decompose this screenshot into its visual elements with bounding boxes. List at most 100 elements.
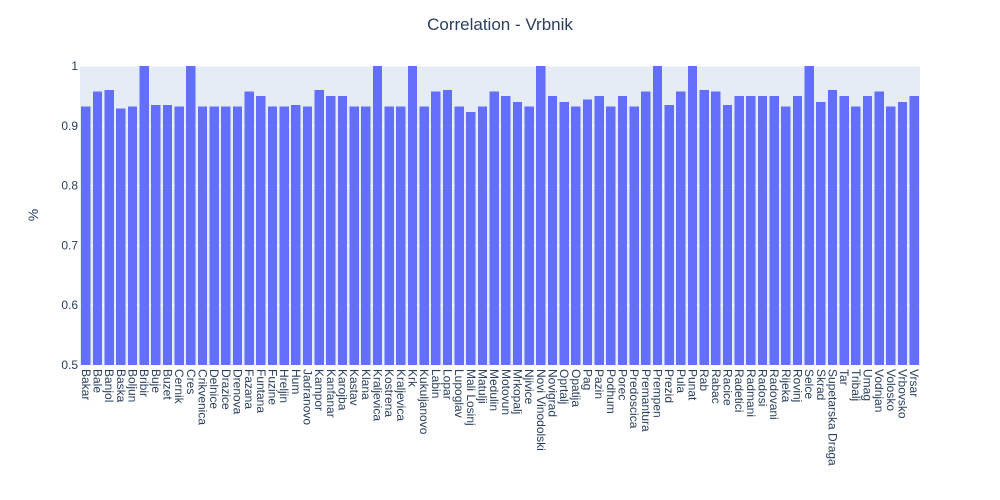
- x-tick-label: Prempen: [651, 369, 665, 418]
- bar: [116, 108, 126, 366]
- x-tick-label: Predoscica: [627, 369, 641, 429]
- bar: [874, 91, 884, 366]
- x-tick-label: Volosko: [884, 369, 898, 411]
- bar: [617, 95, 628, 366]
- x-tick-label: Rabac: [709, 369, 723, 404]
- bar: [127, 106, 138, 365]
- bar: [769, 95, 779, 366]
- bar: [361, 106, 371, 365]
- bar: [886, 106, 896, 365]
- x-tick-label: Selce: [802, 369, 816, 399]
- x-tick-label: Cres: [184, 369, 198, 394]
- x-tick-label: Tar: [837, 369, 851, 386]
- x-tick-label: Krk: [406, 369, 420, 388]
- bar: [279, 106, 289, 365]
- bar: [384, 106, 394, 365]
- x-tick-label: Delnice: [207, 369, 221, 409]
- bar: [407, 66, 418, 365]
- bar: [594, 95, 604, 366]
- bar: [512, 101, 523, 365]
- bar: [372, 66, 383, 365]
- x-tick-label: Kraljevica: [394, 369, 408, 421]
- gridlines: [80, 65, 920, 366]
- bar: [162, 104, 173, 366]
- x-tick-label: Kostrena: [382, 369, 396, 417]
- bar: [221, 106, 231, 365]
- bar: [687, 66, 698, 365]
- x-tick-label: Karojba: [336, 369, 350, 411]
- x-tick-label: Mrkopalj: [511, 369, 525, 414]
- x-tick-label: Kanfanar: [324, 369, 338, 418]
- x-tick-label: Fuzine: [266, 369, 280, 405]
- x-tick-label: Racice: [721, 369, 735, 406]
- bar: [711, 91, 721, 366]
- x-tick-label: Fazana: [242, 369, 256, 409]
- bar: [792, 95, 803, 366]
- x-tick-label: Motovun: [499, 369, 513, 415]
- x-tick-label: Hum: [289, 369, 303, 394]
- x-tick-label: Lopar: [441, 369, 455, 400]
- bar: [232, 106, 243, 365]
- bar: [489, 91, 499, 366]
- x-tick-label: Bale: [91, 369, 105, 393]
- x-tick-label: Lupoglav: [452, 369, 466, 418]
- x-tick-label: Matulji: [476, 369, 490, 404]
- x-tick-label: Kastav: [347, 369, 361, 406]
- bar: [746, 95, 756, 366]
- bar: [92, 91, 103, 366]
- bar: [909, 95, 919, 366]
- x-tick-label: Vodnjan: [872, 369, 886, 412]
- bar: [431, 91, 441, 366]
- bar: [664, 104, 674, 366]
- bar: [897, 101, 908, 365]
- x-tick-label: Cernik: [172, 369, 186, 405]
- bar: [337, 95, 348, 366]
- x-tick-label: Supetarska Draga: [826, 369, 840, 466]
- x-axis-ticks: BakarBaleBanjolBaskaBoljunBribirBujeBuze…: [79, 369, 921, 466]
- x-tick-label: Boljun: [126, 369, 140, 402]
- bar: [571, 106, 581, 365]
- bar: [174, 106, 184, 365]
- x-tick-label: Tribalj: [849, 369, 863, 401]
- bar: [419, 106, 429, 365]
- bar: [81, 106, 91, 365]
- bar: [536, 66, 546, 365]
- bar: [477, 106, 488, 365]
- bar: [629, 106, 639, 365]
- x-tick-label: Premantura: [639, 369, 653, 432]
- x-tick-label: Mali Losinj: [464, 369, 478, 426]
- bar: [291, 104, 301, 366]
- x-tick-label: Radovani: [767, 369, 781, 420]
- x-tick-label: Kraljevica: [371, 369, 385, 421]
- x-tick-label: Novi Vinodolski: [534, 369, 548, 451]
- x-tick-label: Drenova: [231, 369, 245, 415]
- x-tick-label: Opatija: [569, 369, 583, 407]
- x-tick-label: Skrad: [814, 369, 828, 400]
- bar: [302, 106, 313, 365]
- x-tick-label: Podhum: [604, 369, 618, 414]
- bar: [501, 95, 511, 366]
- bar: [699, 89, 709, 366]
- x-tick-label: Baska: [114, 369, 128, 403]
- x-tick-label: Pazin: [592, 369, 606, 399]
- chart-title: Correlation - Vrbnik: [427, 15, 573, 34]
- bar: [582, 99, 593, 366]
- x-tick-label: Crikvenica: [196, 369, 210, 425]
- bar: [839, 95, 849, 366]
- bar: [151, 104, 161, 366]
- bar: [547, 95, 558, 366]
- plot-area: [80, 66, 920, 365]
- x-tick-label: Pula: [674, 369, 688, 393]
- bar: [827, 89, 838, 366]
- x-tick-label: Buzet: [161, 369, 175, 400]
- y-tick-label: 0.5: [61, 358, 78, 372]
- x-tick-label: Hreljin: [277, 369, 291, 403]
- y-tick-label: 0.7: [61, 238, 78, 252]
- x-tick-label: Oprtalj: [557, 369, 571, 404]
- bar: [641, 91, 651, 366]
- bar: [314, 89, 324, 366]
- x-tick-label: Umag: [861, 369, 875, 401]
- x-tick-label: Jadranovo: [301, 369, 315, 425]
- x-tick-label: Pag: [581, 369, 595, 390]
